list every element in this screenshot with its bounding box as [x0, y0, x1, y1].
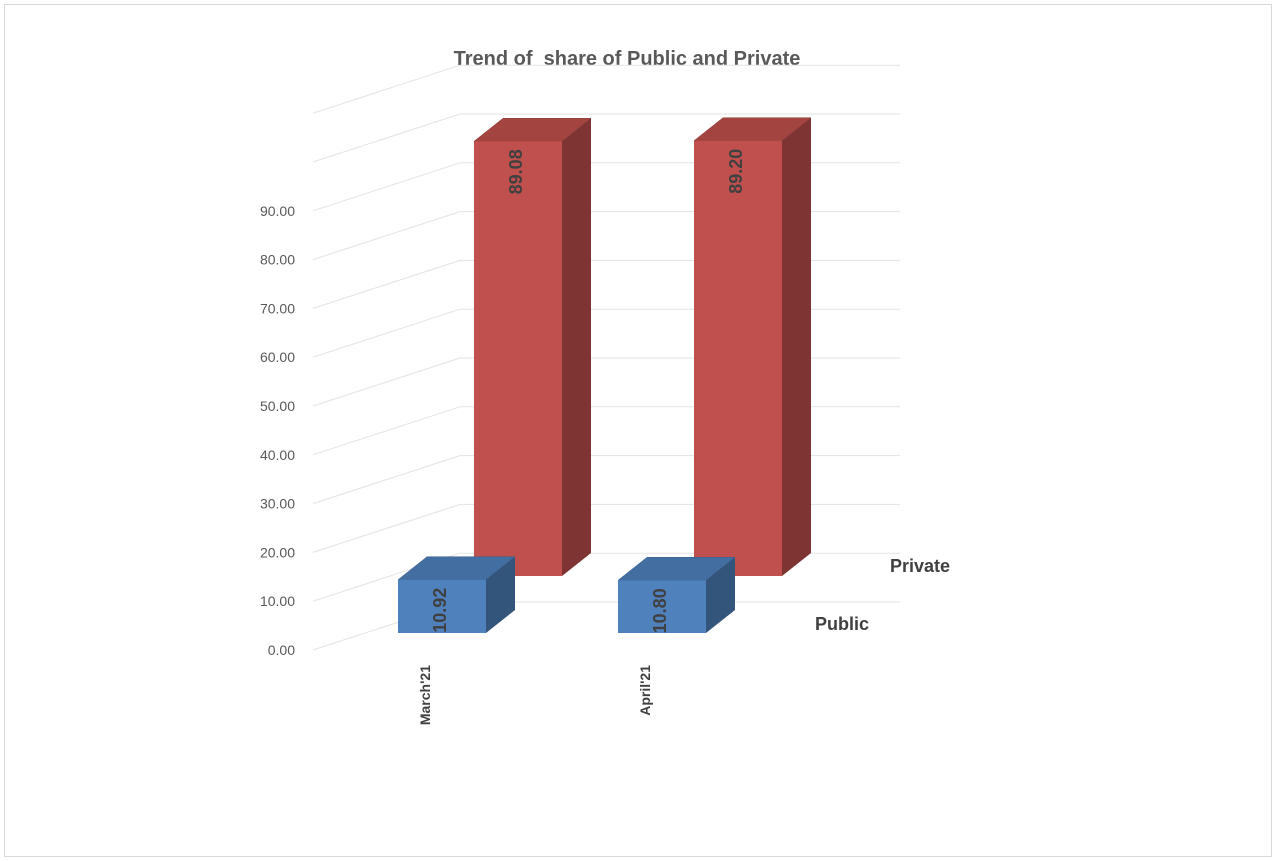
data-label: 89.08 — [506, 149, 526, 194]
chart-walls — [313, 65, 900, 650]
y-tick-label: 70.00 — [260, 300, 295, 316]
category-label: March'21 — [417, 665, 433, 725]
y-tick-label: 10.00 — [260, 593, 295, 609]
chart-title: Trend of share of Public and Private — [454, 48, 801, 70]
series-label-private: Private — [890, 556, 950, 576]
bar-side — [782, 118, 811, 576]
y-tick-label: 30.00 — [260, 496, 295, 512]
y-tick-label: 20.00 — [260, 544, 295, 560]
data-label: 89.20 — [726, 149, 746, 194]
bar-public: 10.80 — [618, 557, 735, 633]
data-label: 10.80 — [650, 588, 670, 633]
side-gridline — [313, 114, 460, 162]
data-label: 10.92 — [430, 588, 450, 633]
side-gridline — [313, 456, 460, 504]
y-tick-label: 0.00 — [268, 642, 295, 658]
bar-side — [562, 118, 591, 576]
bar-private: 89.08 — [474, 118, 591, 576]
side-gridline — [313, 212, 460, 260]
bars: 89.08 89.20 10.92 10.80 — [398, 118, 811, 634]
category-label: April'21 — [637, 665, 653, 716]
y-tick-label: 60.00 — [260, 349, 295, 365]
side-gridline — [313, 260, 460, 308]
side-gridline — [313, 65, 460, 113]
y-axis-ticks: 0.00 10.00 20.00 30.00 40.00 50.00 60.00 70.00 8… — [260, 203, 295, 658]
side-gridline — [313, 309, 460, 357]
y-tick-label: 40.00 — [260, 447, 295, 463]
bar-front — [474, 141, 562, 576]
y-tick-label: 90.00 — [260, 203, 295, 219]
bar-public: 10.92 — [398, 557, 515, 633]
side-gridline — [313, 407, 460, 455]
series-label-public: Public — [815, 614, 869, 634]
y-tick-label: 80.00 — [260, 252, 295, 268]
bar-private: 89.20 — [694, 118, 811, 576]
side-gridline — [313, 358, 460, 406]
bar-front — [694, 141, 782, 576]
side-gridline — [313, 504, 460, 552]
series-labels: Public Private — [815, 556, 950, 634]
category-labels: March'21 April'21 — [417, 665, 653, 725]
side-gridline — [313, 163, 460, 211]
y-tick-label: 50.00 — [260, 398, 295, 414]
